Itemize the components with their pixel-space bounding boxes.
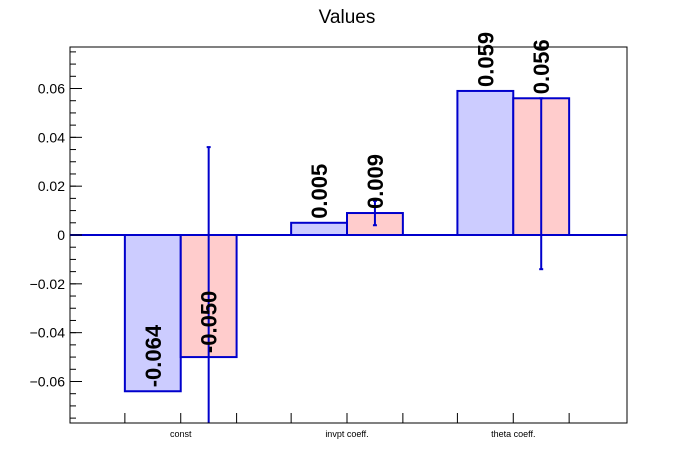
y-tick-label: 0.06 [38, 81, 65, 97]
axis-layer [69, 46, 628, 424]
bar-value-label: 0.059 [473, 32, 498, 87]
y-tick-label: −0.02 [30, 276, 66, 292]
label-layer: -0.064 -0.050 const 0.005 0.009 invpt coeff. 0… [30, 32, 555, 439]
bar-invpt-coeff--s1 [290, 221, 349, 236]
category-label: const [170, 429, 192, 439]
category-label: theta coeff. [491, 429, 535, 439]
chart-title: Values [319, 7, 376, 28]
y-tick-label: 0 [57, 227, 65, 243]
bar-value-label: 0.056 [529, 39, 554, 94]
y-tick-label: 0.04 [38, 129, 65, 145]
bar-value-label: -0.064 [141, 324, 166, 387]
bar-value-label: -0.050 [197, 291, 222, 353]
y-tick-label: −0.06 [30, 373, 66, 389]
bar-value-label: 0.005 [307, 164, 332, 219]
y-tick-label: −0.04 [30, 325, 66, 341]
category-label: invpt coeff. [325, 429, 368, 439]
bar-theta-coeff--s1 [456, 89, 515, 236]
bars-layer [123, 89, 571, 423]
bar-value-label: 0.009 [363, 154, 388, 209]
y-tick-label: 0.02 [38, 178, 65, 194]
bar-const-s1 [123, 234, 182, 393]
